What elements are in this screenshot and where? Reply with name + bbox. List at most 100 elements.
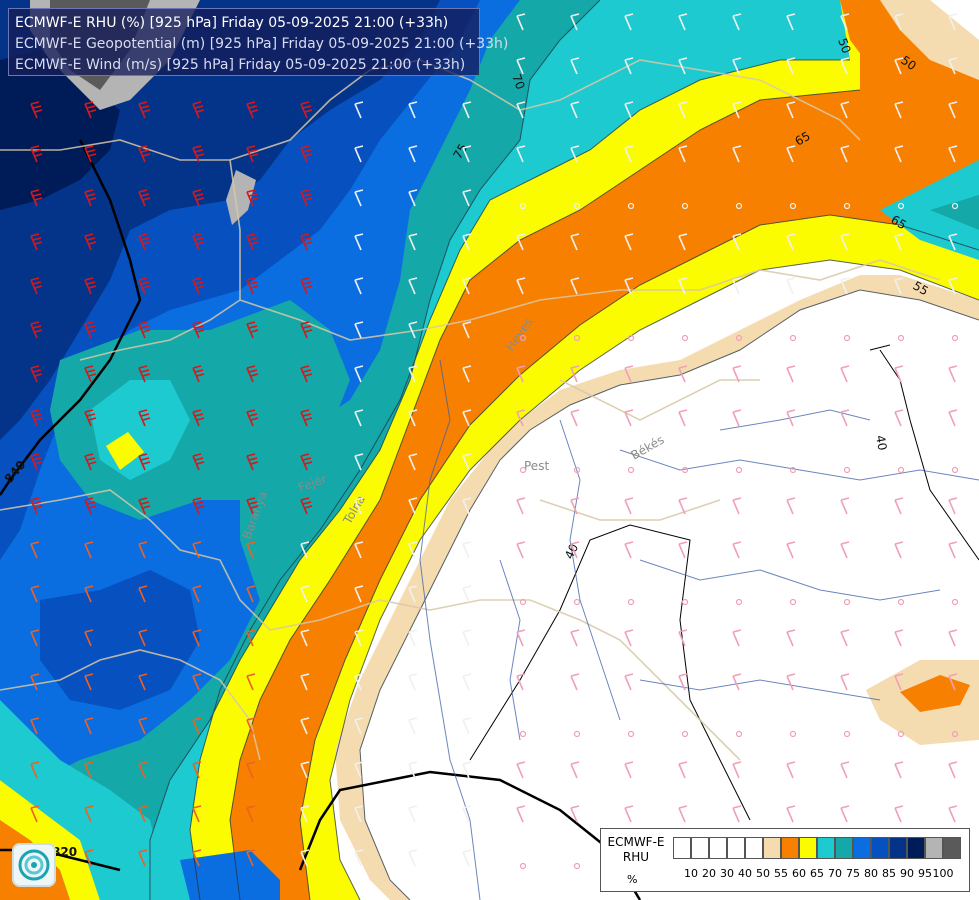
wind-barb-icon bbox=[786, 541, 796, 559]
wind-barb-icon bbox=[192, 409, 205, 427]
calm-wind-circle-icon bbox=[951, 466, 959, 474]
wind-barb-icon bbox=[354, 497, 364, 515]
calm-wind-circle-icon bbox=[897, 730, 905, 738]
wind-barb-icon bbox=[138, 321, 151, 339]
calm-wind-circle-icon bbox=[951, 598, 959, 606]
wind-barb-icon bbox=[570, 145, 580, 163]
wind-barb-icon bbox=[894, 57, 904, 75]
wind-barb-icon bbox=[246, 409, 259, 427]
wind-barb-icon bbox=[948, 761, 958, 779]
wind-barb-icon bbox=[138, 277, 151, 295]
wind-barb-icon bbox=[354, 277, 364, 295]
calm-wind-circle-icon bbox=[789, 598, 797, 606]
wind-barb-icon bbox=[840, 145, 850, 163]
wind-barb-icon bbox=[894, 365, 904, 383]
wind-barb-icon bbox=[138, 585, 148, 603]
contour-label: 55 bbox=[911, 278, 931, 298]
wind-barb-icon bbox=[354, 761, 364, 779]
wind-barb-icon bbox=[732, 761, 742, 779]
wind-barb-icon bbox=[354, 409, 364, 427]
wind-barb-icon bbox=[300, 629, 310, 647]
wind-barb-icon bbox=[246, 277, 259, 295]
legend-swatch bbox=[745, 837, 763, 859]
wind-barb-icon bbox=[732, 497, 742, 515]
wind-barb-icon bbox=[300, 541, 310, 559]
wind-barb-icon bbox=[138, 497, 151, 515]
wind-barb-icon bbox=[30, 717, 40, 735]
wind-barb-icon bbox=[408, 321, 418, 339]
wind-barb-icon bbox=[786, 13, 796, 31]
wind-barb-icon bbox=[624, 145, 634, 163]
calm-wind-circle-icon bbox=[735, 334, 743, 342]
wind-barb-icon bbox=[732, 101, 742, 119]
wind-barb-icon bbox=[732, 805, 742, 823]
wind-barb-icon bbox=[138, 761, 148, 779]
wind-barb-icon bbox=[354, 189, 364, 207]
contour-label: 65 bbox=[793, 129, 813, 149]
contour-label: 70 bbox=[509, 72, 527, 91]
wind-barb-icon bbox=[516, 541, 526, 559]
wind-barb-icon bbox=[678, 541, 688, 559]
wind-barb-icon bbox=[192, 541, 202, 559]
wind-barb-icon bbox=[948, 277, 958, 295]
calm-wind-circle-icon bbox=[519, 202, 527, 210]
wind-barb-icon bbox=[678, 13, 688, 31]
wind-barb-icon bbox=[84, 541, 94, 559]
wind-barb-icon bbox=[354, 585, 364, 603]
wind-barb-icon bbox=[570, 13, 580, 31]
wind-barb-icon bbox=[948, 101, 958, 119]
wind-barb-icon bbox=[624, 365, 634, 383]
wind-barb-icon bbox=[462, 849, 472, 867]
calm-wind-circle-icon bbox=[789, 202, 797, 210]
wind-barb-icon bbox=[570, 805, 580, 823]
wind-barb-icon bbox=[192, 849, 202, 867]
wind-barb-icon bbox=[84, 453, 97, 471]
legend-swatch bbox=[781, 837, 799, 859]
wind-barb-icon bbox=[732, 365, 742, 383]
wind-barb-icon bbox=[408, 629, 418, 647]
wind-barb-icon bbox=[138, 849, 148, 867]
wind-barb-icon bbox=[624, 629, 634, 647]
contour-label: 50 bbox=[835, 36, 853, 55]
wind-barb-icon bbox=[516, 497, 526, 515]
wind-barb-icon bbox=[30, 761, 40, 779]
wind-barb-icon bbox=[678, 101, 688, 119]
wind-barb-icon bbox=[84, 321, 97, 339]
legend-tick-label: 60 bbox=[792, 867, 806, 880]
wind-barb-icon bbox=[840, 497, 850, 515]
wind-barb-icon bbox=[354, 321, 364, 339]
wind-barb-icon bbox=[624, 805, 634, 823]
legend-swatch bbox=[871, 837, 889, 859]
wind-barb-icon bbox=[462, 145, 472, 163]
wind-barb-icon bbox=[408, 277, 418, 295]
wind-barb-icon bbox=[300, 145, 313, 163]
legend-tick-label: 65 bbox=[810, 867, 824, 880]
wind-barb-icon bbox=[192, 321, 205, 339]
calm-wind-circle-icon bbox=[627, 730, 635, 738]
map-title-panel: ECMWF-E RHU (%) [925 hPa] Friday 05-09-2… bbox=[8, 8, 508, 76]
wind-barb-icon bbox=[516, 673, 526, 691]
wind-barb-icon bbox=[516, 365, 526, 383]
wind-barb-icon bbox=[30, 189, 43, 207]
wind-barb-icon bbox=[624, 57, 634, 75]
wind-barb-icon bbox=[840, 761, 850, 779]
isoline-40 bbox=[469, 344, 979, 821]
wind-barb-icon bbox=[732, 145, 742, 163]
wind-barb-icon bbox=[840, 101, 850, 119]
legend-swatch bbox=[727, 837, 745, 859]
wind-barb-icon bbox=[300, 189, 313, 207]
wind-barb-icon bbox=[894, 497, 904, 515]
wind-barb-icon bbox=[678, 497, 688, 515]
wind-barb-icon bbox=[84, 145, 97, 163]
wind-barb-icon bbox=[354, 365, 364, 383]
wind-barb-icon bbox=[894, 629, 904, 647]
wind-barb-icon bbox=[516, 761, 526, 779]
wind-barb-icon bbox=[84, 277, 97, 295]
wind-barb-icon bbox=[192, 277, 205, 295]
wind-barb-icon bbox=[732, 57, 742, 75]
wind-barb-icon bbox=[192, 233, 205, 251]
wind-barb-icon bbox=[30, 233, 43, 251]
wind-barb-icon bbox=[840, 57, 850, 75]
wind-barb-icon bbox=[678, 629, 688, 647]
wind-barb-icon bbox=[192, 629, 202, 647]
